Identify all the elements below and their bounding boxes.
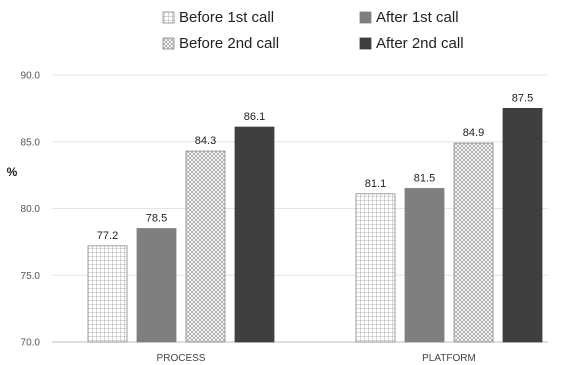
bar-0-3: [234, 126, 275, 343]
bar-1-0: [355, 193, 396, 343]
data-label: 77.2: [97, 230, 118, 242]
legend-label: Before 2nd call: [179, 35, 279, 52]
y-tick-label: 75.0: [21, 271, 41, 282]
x-axis: PROCESS PLATFORM: [157, 353, 476, 364]
bar-0-0: [87, 245, 128, 343]
y-tick-label: 80.0: [21, 204, 41, 215]
data-label: 86.1: [244, 111, 265, 123]
legend-swatch: [162, 37, 175, 50]
x-tick-label: PLATFORM: [422, 353, 476, 364]
legend-label: Before 1st call: [179, 9, 274, 26]
bar-1-2: [453, 142, 494, 343]
legend-swatch: [359, 11, 372, 24]
legend-label: After 2nd call: [376, 35, 464, 52]
y-tick-label: 85.0: [21, 137, 41, 148]
bars: 77.2 78.5 84.3 86.1 81.1 81.5 84.9 87.5: [87, 92, 543, 343]
y-tick-label: 70.0: [21, 338, 41, 349]
legend-swatch: [359, 37, 372, 50]
legend-label: After 1st call: [376, 9, 459, 26]
legend: Before 1st call After 1st call Before 2nd …: [162, 9, 464, 52]
bar-1-3: [502, 107, 543, 343]
y-axis: 70.0 75.0 80.0 85.0 90.0: [21, 71, 41, 349]
bar-0-1: [136, 228, 177, 343]
data-label: 81.5: [414, 172, 435, 184]
y-axis-label: %: [7, 165, 18, 179]
legend-swatch: [162, 11, 175, 24]
y-tick-label: 90.0: [21, 71, 41, 82]
data-label: 84.9: [463, 127, 484, 139]
data-label: 87.5: [512, 92, 533, 104]
bar-1-1: [404, 188, 445, 343]
data-label: 84.3: [195, 135, 216, 147]
x-tick-label: PROCESS: [157, 353, 206, 364]
data-label: 78.5: [146, 213, 167, 225]
bar-0-2: [185, 150, 226, 343]
data-label: 81.1: [365, 178, 386, 190]
